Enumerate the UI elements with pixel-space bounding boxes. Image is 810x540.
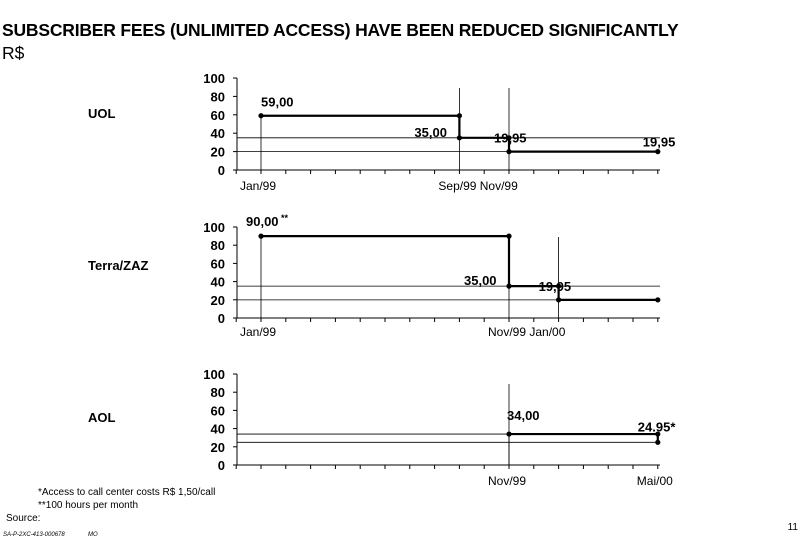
y-tick-label: 20 [211, 293, 225, 308]
data-label: 59,00 [261, 95, 294, 110]
data-label: 90,00 ** [246, 213, 289, 229]
y-tick-label: 100 [203, 367, 225, 382]
footnote-hours: **100 hours per month [38, 500, 139, 511]
data-point [655, 439, 661, 445]
data-point [655, 431, 661, 437]
y-tick-label: 100 [203, 220, 225, 235]
data-point [456, 113, 462, 119]
author-initials: MO [88, 532, 98, 538]
data-label: 19,95 [539, 279, 572, 294]
y-tick-label: 80 [211, 385, 225, 400]
y-tick-label: 40 [211, 126, 225, 141]
y-tick-label: 40 [211, 422, 225, 437]
data-label: 24.95* [638, 419, 677, 434]
y-tick-label: 40 [211, 275, 225, 290]
data-point [506, 283, 512, 289]
data-point [506, 431, 512, 437]
series-name: AOL [88, 410, 116, 425]
x-tick-label: Jan/99 [240, 179, 276, 193]
y-tick-label: 20 [211, 145, 225, 160]
footnote-marker: ** [279, 213, 289, 223]
price-step-line [509, 432, 659, 443]
data-point [258, 113, 264, 119]
series-name: Terra/ZAZ [88, 258, 148, 273]
y-tick-label: 60 [211, 108, 225, 123]
data-point [655, 297, 661, 303]
y-tick-label: 0 [218, 311, 225, 326]
data-point [556, 297, 562, 303]
y-tick-label: 80 [211, 238, 225, 253]
y-tick-label: 60 [211, 403, 225, 418]
y-tick-label: 100 [203, 71, 225, 86]
page-title: SUBSCRIBER FEES (UNLIMITED ACCESS) HAVE … [2, 20, 679, 40]
price-step-line [261, 235, 658, 301]
y-tick-label: 80 [211, 89, 225, 104]
data-point [655, 149, 661, 155]
data-label: 35,00 [414, 125, 447, 140]
x-tick-label: Sep/99 Nov/99 [438, 179, 518, 193]
data-point [506, 149, 512, 155]
data-label: 35,00 [464, 273, 497, 288]
data-point [258, 233, 264, 239]
data-point [506, 233, 512, 239]
source-label: Source: [6, 513, 41, 524]
x-tick-label: Jan/99 [240, 325, 276, 339]
y-tick-label: 60 [211, 256, 225, 271]
data-label: 34,00 [507, 408, 540, 423]
y-tick-label: 0 [218, 163, 225, 178]
data-label: 19,95 [494, 131, 527, 146]
x-tick-label: Nov/99 [488, 474, 526, 488]
data-point [506, 135, 512, 141]
price-step-line [261, 114, 658, 153]
x-tick-label: Mai/00 [637, 474, 673, 488]
y-tick-label: 20 [211, 440, 225, 455]
y-tick-label: 0 [218, 458, 225, 473]
data-point [456, 135, 462, 141]
page-number: 11 [787, 522, 798, 533]
data-point [556, 283, 562, 289]
document-code: SA-P-2XC-413-000678 [3, 532, 65, 538]
series-name: UOL [88, 106, 116, 121]
x-tick-label: Nov/99 Jan/00 [488, 325, 566, 339]
footnote-access: *Access to call center costs R$ 1,50/cal… [38, 487, 216, 498]
data-label: 19,95 [643, 135, 676, 150]
page-subtitle: R$ [2, 43, 25, 63]
